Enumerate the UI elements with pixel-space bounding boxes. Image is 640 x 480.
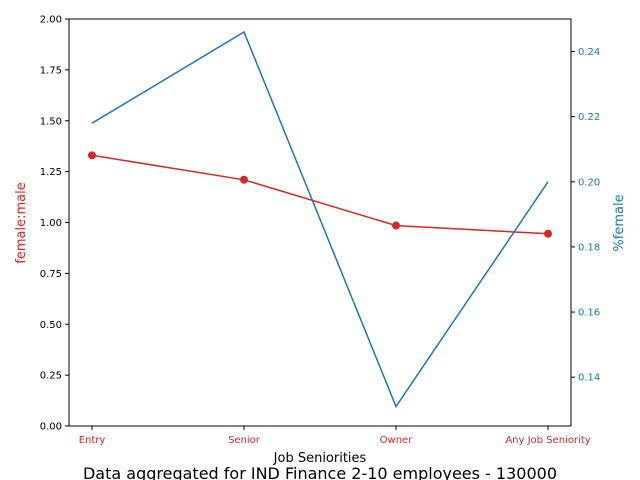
x-axis-label: Job Seniorities	[273, 451, 367, 466]
axes-frame	[68, 18, 572, 427]
data-point	[544, 229, 552, 238]
right-tick-label: 0.24	[578, 47, 600, 58]
left-tick-label: 1.25	[40, 167, 62, 178]
right-tick-label: 0.16	[578, 308, 600, 319]
x-tick-label: Senior	[228, 435, 261, 446]
left-tick-label: 0.25	[40, 371, 62, 382]
data-point	[240, 175, 248, 184]
ticks-layer: 0.00 0.25 0.50 0.75 1.00 1.25 1.50 1.75 2.00 0.14…	[40, 15, 601, 447]
right-tick-label: 0.14	[578, 373, 600, 384]
data-point	[88, 151, 96, 160]
left-tick-label: 1.75	[40, 65, 62, 76]
chart-caption: Data aggregated for IND Finance 2-10 emp…	[83, 464, 557, 480]
series-layer	[88, 30, 552, 409]
plot-frame	[68, 18, 572, 427]
left-tick-label: 2.00	[40, 15, 62, 26]
x-tick-label: Entry	[79, 435, 106, 446]
left-tick-label: 0.75	[40, 269, 62, 280]
x-tick-label: Owner	[380, 435, 414, 446]
right-axis-label: %female	[612, 194, 627, 251]
series-line-right	[91, 30, 549, 409]
x-tick-label: Any Job Seniority	[505, 435, 590, 446]
series-line-left	[91, 154, 549, 235]
left-tick-label: 1.00	[40, 218, 62, 229]
left-axis-label: female:male	[14, 182, 29, 263]
data-point	[392, 221, 400, 230]
left-tick-label: 0.00	[40, 422, 62, 433]
left-tick-label: 0.50	[40, 320, 62, 331]
right-tick-label: 0.20	[578, 177, 600, 188]
right-tick-label: 0.22	[578, 112, 600, 123]
right-tick-label: 0.18	[578, 242, 600, 253]
left-tick-label: 1.50	[40, 116, 62, 127]
